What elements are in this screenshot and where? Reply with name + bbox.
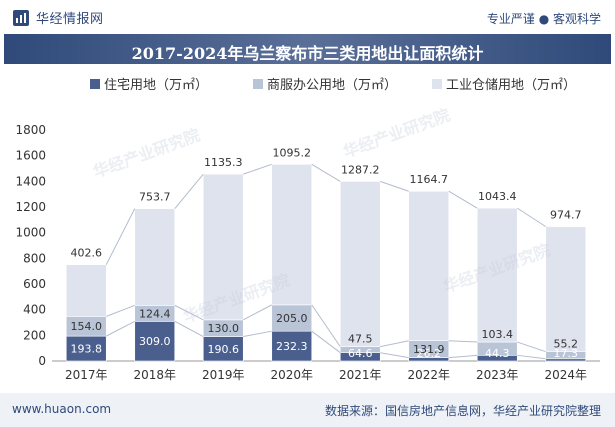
bar-segment — [65, 264, 107, 317]
footer: www.huaon.com 数据来源：国信房地产信息网，华经产业研究院整理 — [0, 393, 615, 427]
connector-line — [106, 304, 135, 317]
x-tick-label: 2019年 — [202, 368, 245, 382]
data-label: 309.0 — [139, 335, 171, 348]
connector-line — [380, 340, 409, 348]
bar-segment — [134, 208, 176, 306]
connector-line — [106, 320, 135, 337]
x-tick-label: 2023年 — [476, 368, 519, 382]
data-label: 232.3 — [276, 340, 308, 353]
y-tick-label: 1600 — [15, 149, 46, 163]
connector-line — [174, 320, 204, 337]
data-label: 1135.3 — [204, 156, 243, 169]
legend-swatch-industrial — [432, 78, 442, 89]
data-label: 44.3 — [485, 347, 510, 360]
bar-segment — [408, 190, 450, 342]
bar-segment — [202, 336, 244, 362]
data-label: 124.4 — [139, 307, 171, 320]
data-label: 1287.2 — [341, 163, 380, 176]
data-label: 1095.2 — [273, 146, 312, 159]
connector-line — [380, 180, 409, 192]
data-source: 数据来源：国信房地产信息网，华经产业研究院整理 — [324, 404, 601, 418]
legend: 住宅用地（万㎡） 商服办公用地（万㎡） 工业仓储用地（万㎡） — [0, 72, 615, 93]
connector-line — [448, 354, 478, 359]
data-label: 55.2 — [554, 338, 579, 351]
y-tick-label: 400 — [23, 303, 46, 317]
data-label: 64.6 — [348, 347, 373, 360]
stacked-bar-chart: 0 200 400 600 800 1000 1200 1400 1600 1800 2017年 20… — [15, 123, 600, 382]
legend-label-commercial: 商服办公用地（万㎡） — [267, 78, 398, 93]
data-label: 193.8 — [71, 343, 103, 356]
bar-segment — [202, 173, 244, 321]
data-label: 47.5 — [348, 333, 373, 346]
data-label: 103.4 — [482, 328, 514, 341]
legend-item-commercial: 商服办公用地（万㎡） — [253, 74, 397, 93]
title-bar: 2017-2024年乌兰察布市三类用地出让面积统计 — [4, 34, 611, 64]
data-label: 1043.4 — [478, 190, 517, 203]
connector-line — [311, 304, 341, 347]
data-label: 205.0 — [276, 312, 308, 325]
y-tick-label: 200 — [23, 328, 46, 342]
data-label: 974.7 — [550, 209, 582, 222]
bar-segment — [339, 181, 381, 347]
logo-icon — [13, 9, 29, 26]
connector-line — [243, 304, 272, 321]
legend-item-residential: 住宅用地（万㎡） — [90, 74, 208, 93]
chart-title: 2017-2024年乌兰察布市三类用地出让面积统计 — [131, 44, 484, 63]
legend-label-residential: 住宅用地（万㎡） — [104, 78, 209, 93]
connector-line — [243, 163, 272, 175]
data-label: 753.7 — [139, 191, 171, 204]
logo: 华经情报网 — [12, 8, 104, 27]
legend-item-industrial: 工业仓储用地（万㎡） — [432, 74, 576, 93]
bar-segment — [476, 207, 518, 343]
y-tick-label: 0 — [38, 354, 46, 368]
connector-line — [174, 173, 204, 209]
data-label: 131.9 — [413, 343, 445, 356]
connector-line — [243, 330, 272, 338]
bar-segment — [271, 164, 313, 306]
brand-name: 华经情报网 — [36, 12, 104, 27]
bar-segment — [271, 330, 313, 362]
connector-line — [516, 207, 547, 228]
x-tick-label: 2018年 — [133, 368, 176, 382]
y-tick-label: 800 — [23, 251, 46, 265]
data-label: 190.6 — [208, 343, 240, 356]
connector-line — [380, 352, 409, 359]
connector-line — [105, 208, 136, 265]
y-tick-label: 600 — [23, 277, 46, 291]
connector-line — [311, 330, 341, 354]
data-label: 154.0 — [71, 320, 103, 333]
y-tick-label: 1800 — [15, 123, 46, 137]
x-tick-label: 2020年 — [270, 368, 313, 382]
website-link[interactable]: www.huaon.com — [12, 402, 112, 416]
legend-swatch-commercial — [253, 78, 263, 89]
y-tick-label: 1200 — [15, 200, 46, 214]
x-tick-label: 2017年 — [65, 368, 108, 382]
connector-line — [517, 341, 546, 353]
data-label: 17.3 — [554, 347, 579, 360]
connector-line — [311, 163, 341, 182]
slogan: 专业严谨 ● 客观科学 — [486, 12, 601, 26]
bar-segment — [545, 226, 587, 352]
x-tick-label: 2021年 — [339, 368, 382, 382]
data-label: 1164.7 — [410, 173, 449, 186]
legend-swatch-residential — [90, 78, 100, 89]
data-label: 26.2 — [417, 347, 442, 360]
connector-line — [448, 340, 478, 343]
data-label: 402.6 — [71, 247, 103, 260]
y-tick-label: 1400 — [15, 174, 46, 188]
x-tick-label: 2022年 — [407, 368, 450, 382]
connector-line — [174, 304, 204, 321]
legend-label-industrial: 工业仓储用地（万㎡） — [446, 78, 577, 93]
y-tick-label: 1000 — [15, 226, 46, 240]
top-bar: 华经情报网 专业严谨 ● 客观科学 — [0, 0, 615, 34]
connector-line — [517, 354, 546, 360]
x-tick-label: 2024年 — [544, 368, 587, 382]
connector-line — [448, 190, 478, 209]
data-label: 130.0 — [208, 322, 240, 335]
